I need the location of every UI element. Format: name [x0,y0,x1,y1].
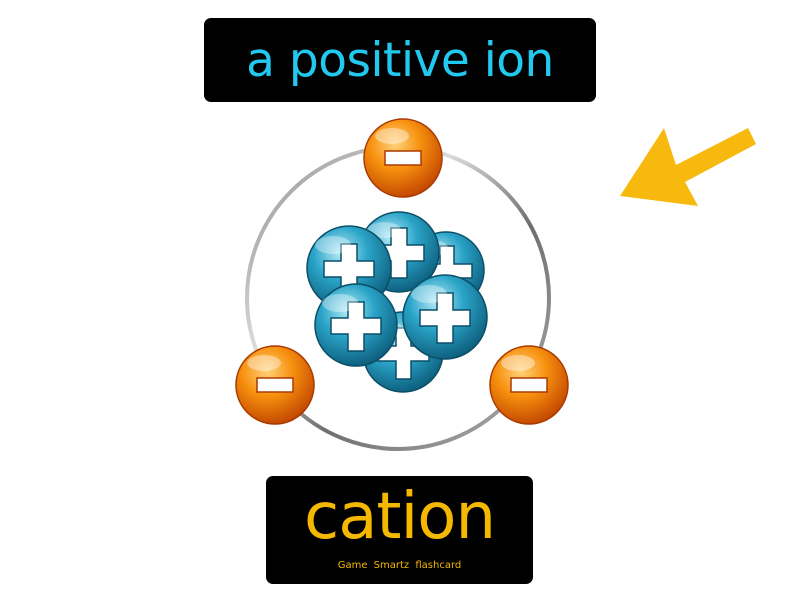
definition-box: a positive ion [204,18,596,102]
definition-text: a positive ion [246,32,554,88]
proton-icon [314,283,398,367]
term-box: cation Game Smartz flashcard [266,476,533,584]
electron-icon [235,345,315,425]
brand-text: Game Smartz flashcard [337,560,462,571]
electron-icon [489,345,569,425]
term-text: cation [304,480,496,554]
electron-icon [363,118,443,198]
arrow-icon [620,128,756,206]
proton-icon [402,274,488,360]
nucleus [306,211,488,393]
